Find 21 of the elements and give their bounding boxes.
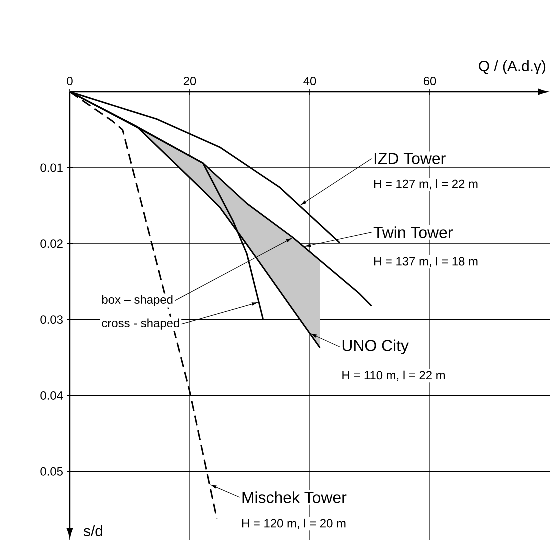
y-tick-label: 0.05 xyxy=(40,467,63,476)
y-tick-label: 0.03 xyxy=(40,316,63,324)
annotation: box – shaped xyxy=(102,295,173,306)
x-tick-label: 20 xyxy=(184,77,196,86)
annotation: UNO City xyxy=(342,340,409,355)
x-tick-label: 60 xyxy=(424,77,436,86)
annotation: Twin Tower xyxy=(374,226,453,238)
annotation: H = 127 m, l = 22 m xyxy=(374,180,478,190)
x-tick-label: 0 xyxy=(67,77,73,86)
y-tick-label: 0.04 xyxy=(40,392,64,400)
y-axis-title: s/d xyxy=(84,526,102,536)
annotation: cross - shaped xyxy=(102,318,180,330)
x-tick-label: 40 xyxy=(304,77,316,86)
annotation: Mischek Tower xyxy=(242,492,347,504)
annotation: H = 110 m, l = 22 m xyxy=(342,370,445,382)
annotation: H = 120 m, l = 20 m xyxy=(242,518,346,530)
y-tick-label: 0.01 xyxy=(40,164,63,172)
annotation: IZD Tower xyxy=(374,153,446,164)
x-axis-title: Q / (A.d.γ) xyxy=(479,60,546,74)
y-tick-label: 0.02 xyxy=(40,240,63,248)
annotation: H = 137 m, l = 18 m xyxy=(374,256,478,268)
